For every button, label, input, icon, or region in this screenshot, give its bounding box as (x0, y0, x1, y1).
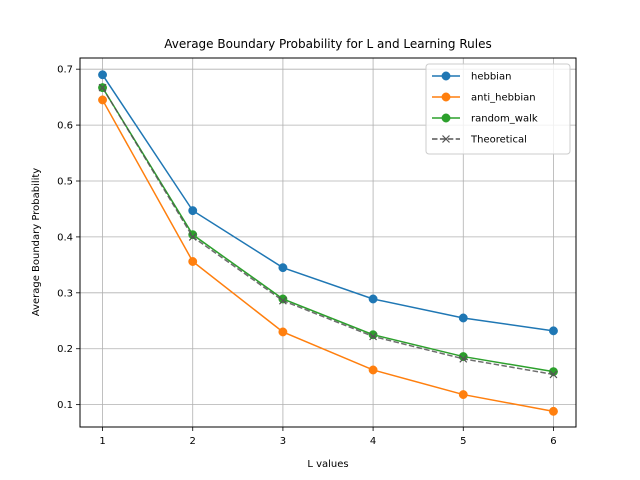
legend-box (425, 63, 571, 155)
series-line (101, 99, 554, 413)
series-line (101, 87, 554, 376)
legend-label: Theoretical (470, 135, 527, 146)
data-point (549, 370, 558, 379)
data-point (368, 330, 378, 340)
series-line (101, 74, 554, 332)
data-point (368, 365, 378, 375)
chart-title: Average Boundary Probability for L and L… (164, 37, 491, 51)
data-point (369, 332, 378, 341)
series-line (101, 87, 554, 373)
data-point (459, 354, 468, 363)
y-tick-label: 0.6 (57, 121, 73, 132)
x-tick-label: 2 (190, 436, 196, 447)
grid-layer (80, 58, 576, 427)
x-tick-label: 6 (550, 436, 556, 447)
plot-frame (79, 57, 577, 428)
y-axis-label: Average Boundary Probability (31, 168, 42, 317)
legend-entry: Theoretical (432, 135, 527, 146)
data-point (278, 296, 287, 305)
legend-label: anti_hebbian (471, 93, 536, 104)
y-tick-label: 0.5 (57, 177, 73, 188)
data-point (188, 206, 198, 216)
series-Theoretical (98, 83, 558, 379)
y-tick-label: 0.4 (57, 232, 73, 243)
legend-entry: anti_hebbian (432, 93, 536, 104)
legend-marker (441, 92, 451, 102)
series-anti-hebbian (98, 95, 558, 416)
legend-label: hebbian (471, 72, 511, 83)
legend: hebbian anti_hebbian random_walk Theoretica… (425, 63, 571, 155)
data-point (188, 232, 197, 241)
data-point (98, 95, 107, 105)
legend-marker (441, 113, 451, 123)
series-layer (98, 70, 558, 416)
x-axis-label: L values (307, 459, 348, 470)
legend-entry: random_walk (432, 114, 538, 125)
series-hebbian (98, 70, 558, 336)
data-point (278, 263, 288, 273)
legend-entry: hebbian (432, 72, 511, 83)
x-tick-label: 5 (460, 436, 466, 447)
data-point (458, 313, 468, 323)
data-point (98, 70, 107, 80)
data-point (458, 390, 468, 400)
x-tick-label: 4 (370, 436, 376, 447)
data-point (549, 406, 558, 416)
y-tick-label: 0.1 (57, 400, 73, 411)
data-point (368, 294, 378, 304)
data-point (549, 326, 558, 336)
data-point (188, 257, 198, 266)
data-point (98, 83, 107, 92)
data-point (278, 327, 288, 337)
tick-layer: 1 2 3 4 5 6 0.1 0.2 0.3 0.4 0.5 0.6 0.7 (57, 65, 557, 447)
legend-label: random_walk (471, 114, 538, 125)
x-tick-label: 1 (99, 436, 105, 447)
y-tick-label: 0.3 (57, 288, 73, 299)
legend-marker (441, 71, 451, 81)
legend-marker (442, 135, 450, 143)
y-tick-label: 0.2 (57, 344, 73, 355)
x-tick-label: 3 (280, 436, 286, 447)
y-tick-label: 0.7 (57, 65, 73, 76)
